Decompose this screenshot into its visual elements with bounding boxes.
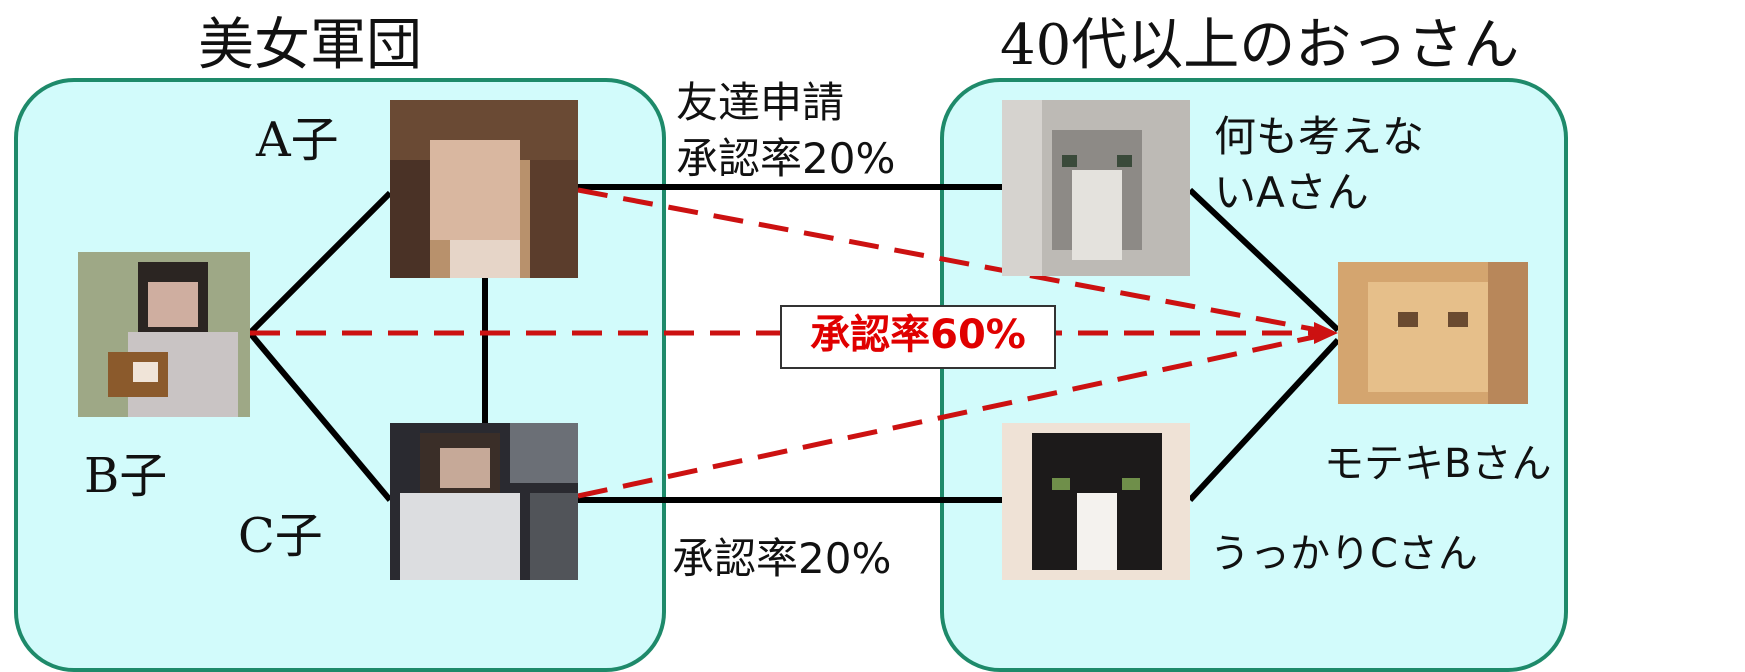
middle-aged-men-group-title: 40代以上のおっさん [1000, 13, 1520, 78]
label-c-san: うっかりCさん [1210, 531, 1478, 577]
top-link-label-line1: 友達申請 [676, 78, 845, 127]
photo-c-ko [390, 423, 578, 580]
label-a-san-line2: いAさん [1214, 168, 1369, 217]
bottom-link-label: 承認率20% [672, 534, 892, 583]
beauty-group-title: 美女軍団 [198, 13, 422, 78]
center-approval-callout: 承認率60% [780, 305, 1056, 369]
edge-a-b [247, 190, 393, 336]
dashed-edge-ako-bsan [577, 187, 1329, 335]
label-a-ko: A子 [256, 112, 339, 168]
label-c-ko: C子 [238, 508, 323, 564]
photo-a-ko [390, 100, 578, 278]
label-b-san: モテキBさん [1324, 441, 1552, 487]
dashed-edge-cko-bsan [577, 331, 1329, 499]
arrowhead-bsan [1314, 322, 1338, 344]
photo-b-san-cat [1338, 262, 1528, 404]
label-b-ko: B子 [84, 448, 168, 504]
edge-csan-bsan [1187, 337, 1341, 503]
edge-b-c [247, 331, 393, 502]
photo-c-san-cat [1002, 423, 1190, 580]
label-a-san-line1: 何も考えな [1214, 112, 1425, 161]
edge-asan-bsan [1187, 187, 1341, 333]
photo-a-san-cat [1002, 100, 1190, 276]
top-link-label-line2: 承認率20% [676, 134, 896, 183]
photo-b-ko [78, 252, 250, 417]
